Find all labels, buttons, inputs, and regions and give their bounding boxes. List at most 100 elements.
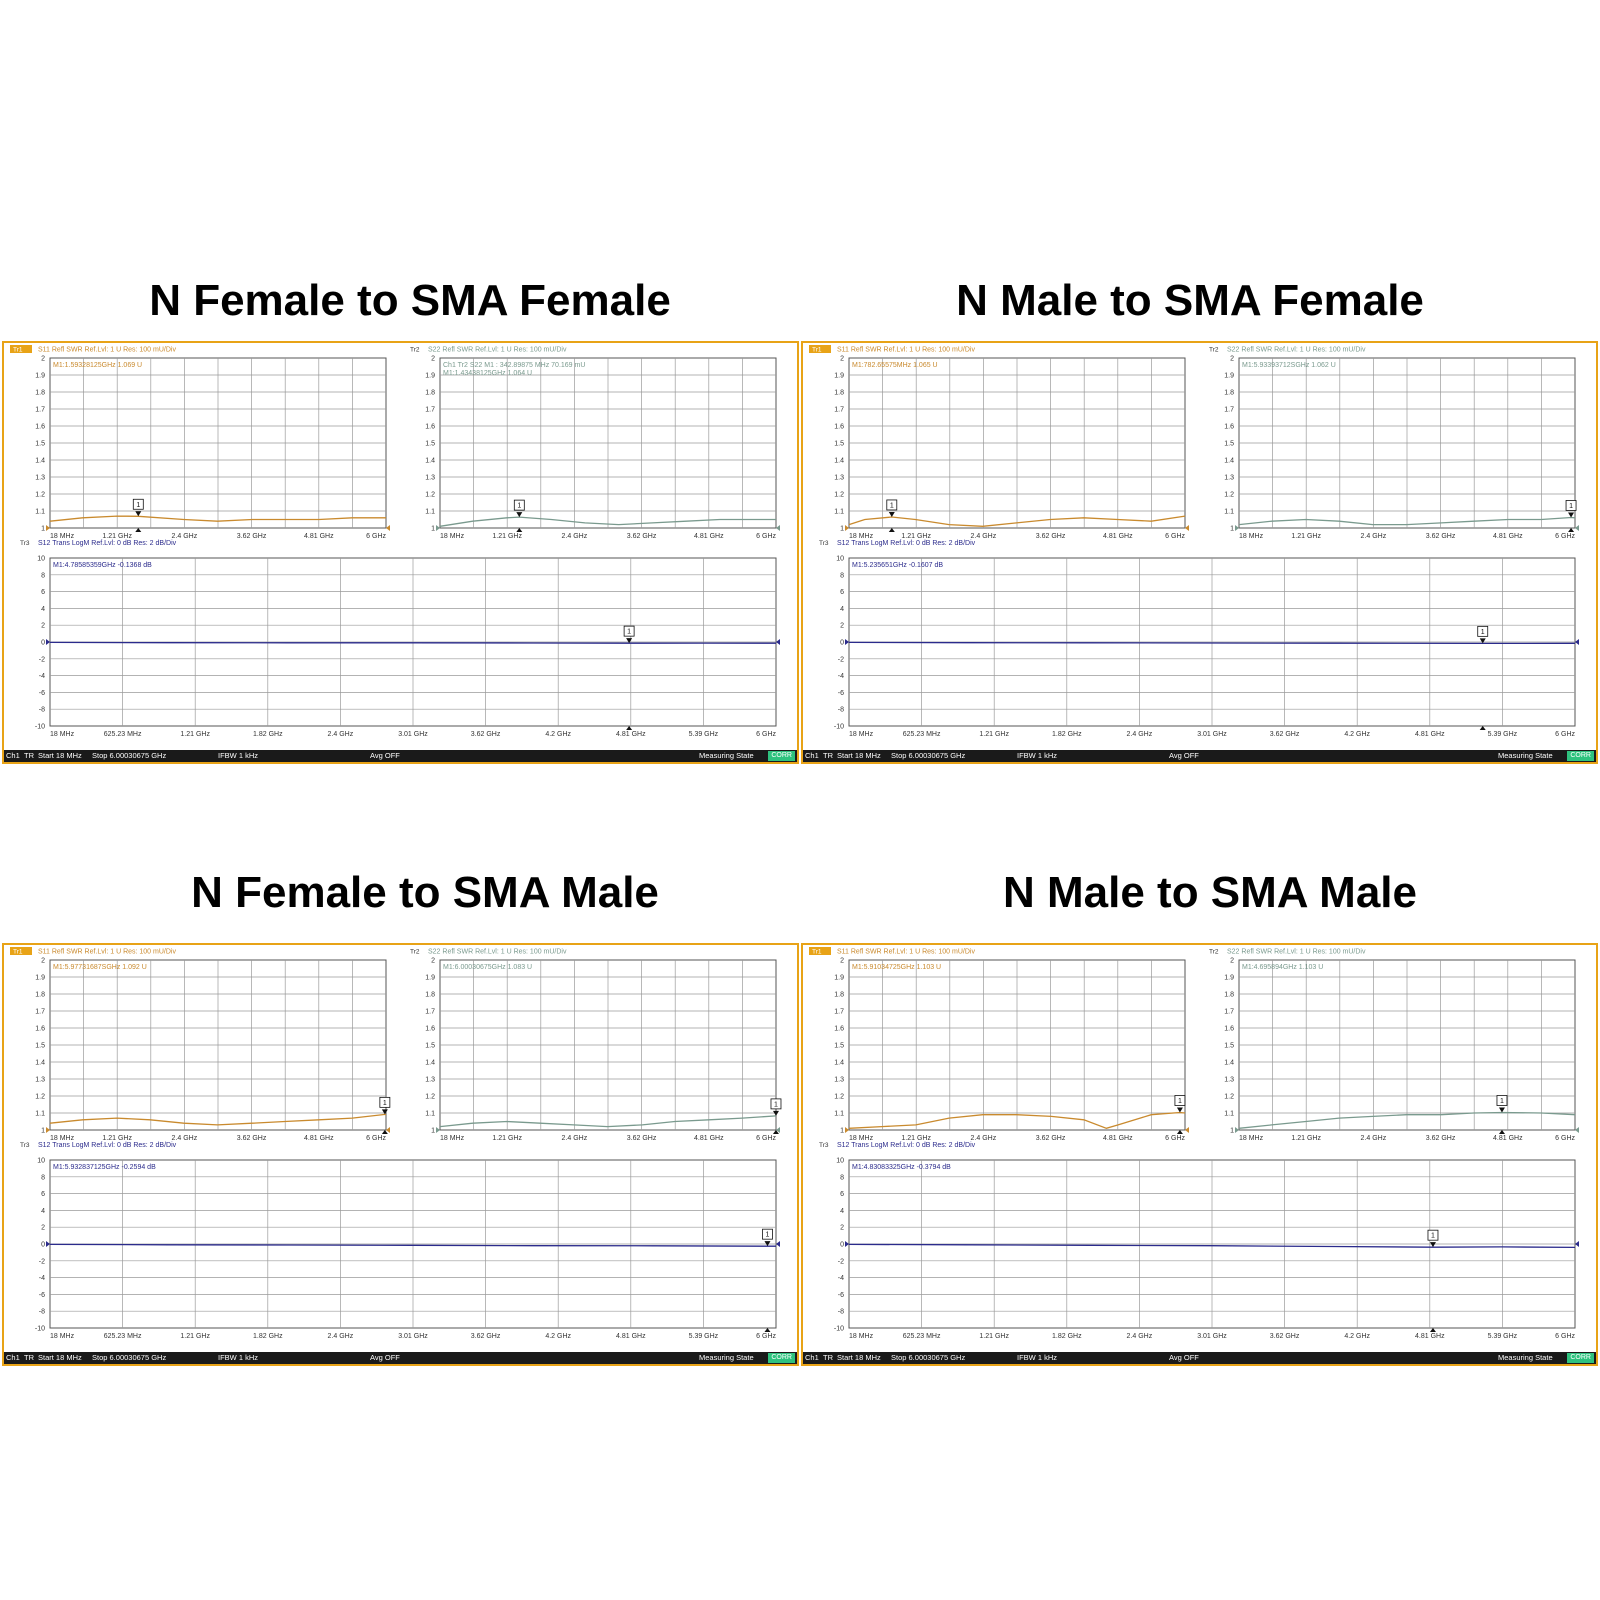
status-stop: Stop 6.00030675 GHz xyxy=(891,751,966,760)
x-tick-label: 2.4 GHz xyxy=(1361,533,1387,540)
marker-label: 1 xyxy=(517,503,521,510)
ref-arrow-left xyxy=(845,525,849,531)
tr2-tag-label: Tr2 xyxy=(410,949,420,956)
y-tick-label: -8 xyxy=(39,707,45,714)
vna-panel-0: Tr1 S11 Refl SWR Ref.Lvl: 1 U Res: 100 mU… xyxy=(2,341,799,764)
tr3-tag-label: Tr3 xyxy=(819,540,829,547)
tr1-tag-label: Tr1 xyxy=(13,949,23,956)
status-corr-badge: CORR xyxy=(1567,751,1594,761)
y-tick-label: 1.6 xyxy=(834,424,844,431)
y-tick-label: 1.9 xyxy=(1224,975,1234,982)
marker-triangle xyxy=(772,1110,779,1116)
y-tick-label: 1.9 xyxy=(834,373,844,380)
x-tick-label: 3.62 GHz xyxy=(1036,533,1066,540)
y-tick-label: -8 xyxy=(838,707,844,714)
y-tick-label: 1.7 xyxy=(834,407,844,414)
status-ifbw: IFBW 1 kHz xyxy=(218,751,259,760)
y-tick-label: 1.5 xyxy=(35,441,45,448)
ref-arrow-right xyxy=(776,1127,780,1133)
plot-tr3: 10 8 6 4 2 0 -2 -4 -6 -8 -10 18 MHz 625.23 MHz 1.21 G… xyxy=(834,1158,1579,1340)
y-tick-label: 1.9 xyxy=(425,373,435,380)
y-tick-label: 1 xyxy=(1230,1128,1234,1135)
marker-box xyxy=(1496,1095,1508,1106)
x-tick-label: 1.82 GHz xyxy=(253,731,283,738)
marker-box xyxy=(886,499,898,511)
y-tick-label: 8 xyxy=(840,572,844,579)
series-line-s22 xyxy=(1238,1111,1576,1129)
y-tick-label: 4 xyxy=(41,606,45,613)
vna-chart-svg: Tr1 S11 Refl SWR Ref.Lvl: 1 U Res: 100 mU… xyxy=(809,345,1579,738)
y-tick-label: 1.3 xyxy=(834,475,844,482)
y-tick-label: 1.2 xyxy=(834,492,844,499)
y-tick-label: 1.3 xyxy=(35,1077,45,1084)
vna-panel-1: Tr1 S11 Refl SWR Ref.Lvl: 1 U Res: 100 mU… xyxy=(801,341,1598,764)
status-avg: Avg OFF xyxy=(370,751,400,760)
y-tick-label: 1.3 xyxy=(35,475,45,482)
plot-tr1: 2 1.9 1.8 1.7 1.6 1.5 1.4 1.3 1.2 1.1 1 18 MHz 1.21 … xyxy=(834,356,1189,540)
y-tick-label: 6 xyxy=(840,589,844,596)
status-ch: Ch1 xyxy=(805,1353,819,1362)
status-stop: Stop 6.00030675 GHz xyxy=(92,1353,167,1362)
tr3-header: S12 Trans LogM Ref.Lvl: 0 dB Res: 2 dB/D… xyxy=(38,1142,177,1149)
y-tick-label: 1.2 xyxy=(834,1094,844,1101)
title-n-female-sma-female: N Female to SMA Female xyxy=(149,276,671,325)
marker-triangle xyxy=(1568,512,1575,518)
y-tick-label: 1.3 xyxy=(1224,1077,1234,1084)
tr1-header: S11 Refl SWR Ref.Lvl: 1 U Res: 100 mU/Di… xyxy=(38,949,176,956)
y-tick-label: 1.2 xyxy=(425,1094,435,1101)
y-tick-label: 4 xyxy=(840,606,844,613)
x-tick-label: 2.4 GHz xyxy=(1127,1333,1153,1340)
y-tick-label: -10 xyxy=(35,724,45,731)
x-tick-label: 4.81 GHz xyxy=(694,1135,724,1142)
series-line-s12 xyxy=(848,641,1576,645)
x-tick-label: 2.4 GHz xyxy=(172,1135,198,1142)
x-tick-label: 3.62 GHz xyxy=(471,1333,501,1340)
series-line-s22 xyxy=(439,516,776,527)
tr1-header: S11 Refl SWR Ref.Lvl: 1 U Res: 100 mU/Di… xyxy=(837,347,975,354)
tr3-marker-readout: M1:4.78585359GHz -0.1368 dB xyxy=(53,562,152,569)
tr2-marker-readout-2: M1:1.43438125GHz 1.064 U xyxy=(443,370,532,377)
tr1-tag xyxy=(10,947,32,955)
status-tr: TR xyxy=(823,1353,833,1362)
x-tick-label: 5.39 GHz xyxy=(689,1333,719,1340)
marker-box xyxy=(132,498,144,510)
y-tick-label: -10 xyxy=(834,724,844,731)
y-tick-label: 2 xyxy=(41,958,45,965)
y-tick-label: 1.1 xyxy=(425,1111,435,1118)
y-tick-label: 10 xyxy=(37,1158,45,1165)
status-state: Measuring State xyxy=(699,1353,754,1362)
x-tick-label: 4.81 GHz xyxy=(1103,1135,1133,1142)
ref-arrow-left xyxy=(46,525,50,531)
y-tick-label: 1.1 xyxy=(1224,509,1234,516)
marker-label: 1 xyxy=(774,1101,778,1108)
marker-triangle xyxy=(135,511,142,517)
status-start: Start 18 MHz xyxy=(38,751,82,760)
marker-axis-tick xyxy=(888,528,895,532)
y-tick-label: 2 xyxy=(840,958,844,965)
y-tick-label: -4 xyxy=(39,1275,45,1282)
y-tick-label: 1.5 xyxy=(1224,441,1234,448)
plot-tr3: 10 8 6 4 2 0 -2 -4 -6 -8 -10 18 MHz 625.23 MHz 1.21 G… xyxy=(35,1158,780,1340)
y-tick-label: 1.3 xyxy=(425,1077,435,1084)
y-tick-label: 1.4 xyxy=(834,1060,844,1067)
y-tick-label: 1.8 xyxy=(35,992,45,999)
y-tick-label: 1.9 xyxy=(1224,373,1234,380)
series-line-s12 xyxy=(49,641,777,644)
y-tick-label: 2 xyxy=(431,356,435,363)
x-tick-label: 3.62 GHz xyxy=(627,1135,657,1142)
tr1-tag-label: Tr1 xyxy=(812,347,822,354)
x-tick-label: 18 MHz xyxy=(849,731,874,738)
tr2-tag-label: Tr2 xyxy=(1209,347,1219,354)
x-tick-label: 5.39 GHz xyxy=(1488,731,1518,738)
x-tick-label: 1.21 GHz xyxy=(102,533,132,540)
x-tick-label: 6 GHz xyxy=(756,1135,776,1142)
marker-box xyxy=(1565,500,1577,511)
tr2-header: S22 Refl SWR Ref.Lvl: 1 U Res: 100 mU/Di… xyxy=(1227,347,1366,354)
x-tick-label: 18 MHz xyxy=(849,533,874,540)
marker-axis-tick xyxy=(1176,1130,1183,1134)
y-tick-label: 1.7 xyxy=(425,1009,435,1016)
y-tick-label: 0 xyxy=(41,1242,45,1249)
tr1-header: S11 Refl SWR Ref.Lvl: 1 U Res: 100 mU/Di… xyxy=(837,949,975,956)
y-tick-label: 1.8 xyxy=(35,390,45,397)
x-tick-label: 6 GHz xyxy=(1555,1333,1575,1340)
